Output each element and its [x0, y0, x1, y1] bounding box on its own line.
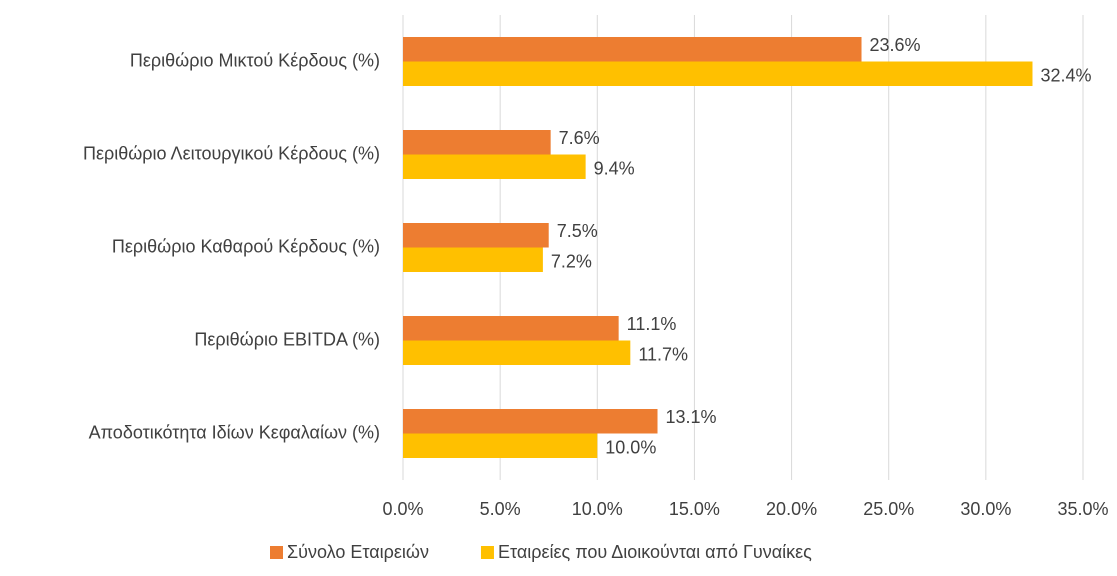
- data-label: 10.0%: [605, 438, 656, 458]
- y-tick-label: Περιθώριο Καθαρού Κέρδους (%): [112, 236, 380, 256]
- y-tick-label: Περιθώριο Λειτουργικού Κέρδους (%): [83, 143, 380, 163]
- x-tick-label: 10.0%: [572, 499, 623, 519]
- bar: [403, 433, 598, 458]
- data-label: 32.4%: [1040, 66, 1091, 86]
- x-tick-label: 20.0%: [766, 499, 817, 519]
- bar: [403, 409, 658, 434]
- bar: [403, 223, 549, 248]
- bar: [403, 247, 543, 272]
- legend-swatch: [480, 546, 494, 559]
- y-tick-label: Περιθώριο Μικτού Κέρδους (%): [130, 50, 380, 70]
- x-tick-label: 0.0%: [382, 499, 423, 519]
- bar: [403, 340, 631, 365]
- data-label: 23.6%: [870, 35, 921, 55]
- data-label: 7.2%: [551, 252, 592, 272]
- y-tick-label: Αποδοτικότητα Ιδίων Κεφαλαίων (%): [89, 422, 380, 442]
- data-label: 13.1%: [666, 407, 717, 427]
- bar: [403, 130, 551, 155]
- bar: [403, 154, 586, 179]
- x-tick-label: 5.0%: [480, 499, 521, 519]
- bar: [403, 316, 619, 341]
- legend-label: Εταιρείες που Διοικούνται από Γυναίκες: [498, 542, 812, 562]
- x-tick-label: 25.0%: [863, 499, 914, 519]
- legend-swatch: [270, 546, 283, 559]
- data-label: 7.5%: [557, 221, 598, 241]
- data-label: 11.1%: [627, 314, 677, 334]
- x-tick-label: 35.0%: [1057, 499, 1108, 519]
- data-label: 11.7%: [638, 345, 688, 365]
- bar: [403, 61, 1033, 86]
- x-tick-label: 15.0%: [669, 499, 720, 519]
- data-label: 7.6%: [559, 128, 600, 148]
- legend-label: Σύνολο Εταιρειών: [287, 542, 429, 562]
- bar: [403, 37, 862, 62]
- data-label: 9.4%: [594, 159, 635, 179]
- x-tick-label: 30.0%: [960, 499, 1011, 519]
- y-tick-label: Περιθώριο EBITDA (%): [194, 329, 380, 349]
